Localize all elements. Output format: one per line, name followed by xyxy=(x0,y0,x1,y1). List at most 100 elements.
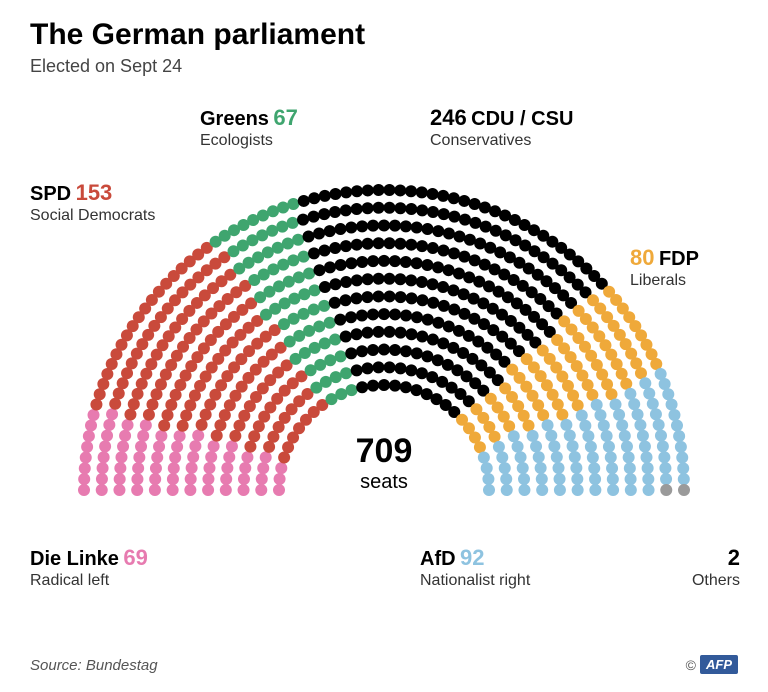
seat-dot-afd xyxy=(585,441,597,453)
seat-dot-afd xyxy=(551,451,563,463)
seat-dot-cdu xyxy=(350,292,362,304)
seat-dot-dielinke xyxy=(85,420,97,432)
seat-dot-dielinke xyxy=(80,452,92,464)
seat-dot-cdu xyxy=(437,244,449,256)
seat-dot-cdu xyxy=(384,361,396,373)
seat-dot-dielinke xyxy=(260,451,272,463)
seat-dot-dielinke xyxy=(187,451,199,463)
seat-dot-dielinke xyxy=(239,462,251,474)
seat-dot-afd xyxy=(496,451,508,463)
seat-dot-cdu xyxy=(405,239,417,251)
seat-dot-dielinke xyxy=(238,484,250,496)
seat-dot-dielinke xyxy=(273,484,285,496)
seat-dot-cdu xyxy=(395,291,407,303)
seat-dot-cdu xyxy=(383,273,395,285)
seat-dot-afd xyxy=(594,409,606,421)
seat-dot-afd xyxy=(582,430,594,442)
seat-dot-greens xyxy=(313,320,325,332)
seat-dot-spd xyxy=(90,399,102,411)
seat-dot-dielinke xyxy=(135,441,147,453)
seat-dot-greens xyxy=(340,367,352,379)
seat-dot-cdu xyxy=(389,255,401,267)
seat-dot-cdu xyxy=(437,190,449,202)
seat-dot-greens xyxy=(335,388,347,400)
seat-dot-greens xyxy=(303,268,315,280)
seat-dot-cdu xyxy=(389,220,401,232)
seat-dot-cdu xyxy=(318,208,330,220)
seat-dot-afd xyxy=(606,462,618,474)
seat-dot-afd xyxy=(637,430,649,442)
seat-dot-cdu xyxy=(345,347,357,359)
seat-dot-afd xyxy=(624,388,636,400)
seat-dot-afd xyxy=(500,473,512,485)
seat-dot-cdu xyxy=(334,314,346,326)
seat-dot-cdu xyxy=(458,251,470,263)
seat-dot-afd xyxy=(589,484,601,496)
seat-dot-dielinke xyxy=(119,430,131,442)
seat-dot-cdu xyxy=(411,257,423,269)
seat-dot-afd xyxy=(536,484,548,496)
seat-dot-afd xyxy=(598,419,610,431)
seat-dot-spd xyxy=(94,388,106,400)
seat-dot-dielinke xyxy=(151,451,163,463)
seat-dot-cdu xyxy=(356,256,368,268)
seat-dot-dielinke xyxy=(202,473,214,485)
seat-dot-cdu xyxy=(378,379,390,391)
seat-dot-cdu xyxy=(367,308,379,320)
seat-dot-greens xyxy=(324,317,336,329)
seat-dot-cdu xyxy=(367,255,379,267)
seat-dot-cdu xyxy=(432,261,444,273)
seat-dot-dielinke xyxy=(83,430,95,442)
seat-dot-dielinke xyxy=(184,484,196,496)
seat-dot-cdu xyxy=(432,317,444,329)
seat-dot-afd xyxy=(624,462,636,474)
seat-dot-greens xyxy=(282,238,294,250)
seat-dot-afd xyxy=(610,398,622,410)
seat-dot-afd xyxy=(542,419,554,431)
seat-dot-afd xyxy=(554,484,566,496)
seat-dot-cdu xyxy=(453,268,465,280)
seat-dot-dielinke xyxy=(169,451,181,463)
seat-dot-cdu xyxy=(416,204,428,216)
seat-dot-cdu xyxy=(411,347,423,359)
seat-dot-greens xyxy=(324,354,336,366)
seat-dot-afd xyxy=(660,473,672,485)
seat-dot-cdu xyxy=(427,334,439,346)
seat-dot-dielinke xyxy=(106,408,118,420)
seat-dot-cdu xyxy=(373,184,385,196)
seat-dot-dielinke xyxy=(81,441,93,453)
seat-dot-cdu xyxy=(384,326,396,338)
seat-dot-others xyxy=(660,484,672,496)
seat-dot-dielinke xyxy=(167,473,179,485)
seat-dot-afd xyxy=(643,387,655,399)
seat-dot-spd xyxy=(158,419,170,431)
seat-dot-cdu xyxy=(432,225,444,237)
seat-dot-cdu xyxy=(437,281,449,293)
seat-dot-cdu xyxy=(340,240,352,252)
seat-dot-cdu xyxy=(372,361,384,373)
seat-dot-afd xyxy=(668,409,680,421)
seat-dot-afd xyxy=(572,484,584,496)
seat-dot-dielinke xyxy=(274,473,286,485)
seat-dot-cdu xyxy=(308,192,320,204)
seat-dot-cdu xyxy=(459,214,471,226)
seat-dot-cdu xyxy=(367,380,379,392)
seat-dot-greens xyxy=(335,350,347,362)
seat-dot-greens xyxy=(276,221,288,233)
seat-dot-dielinke xyxy=(149,473,161,485)
seat-dot-dielinke xyxy=(115,451,127,463)
seat-dot-cdu xyxy=(378,219,390,231)
seat-dot-cdu xyxy=(340,331,352,343)
seat-dot-afd xyxy=(642,473,654,485)
seat-dot-cdu xyxy=(308,211,320,223)
seat-dot-cdu xyxy=(400,256,412,268)
seat-dot-dielinke xyxy=(99,440,111,452)
seat-dot-dielinke xyxy=(238,473,250,485)
seat-dot-cdu xyxy=(400,220,412,232)
seat-dot-dielinke xyxy=(131,473,143,485)
seat-dot-cdu xyxy=(438,208,450,220)
seat-dot-dielinke xyxy=(226,440,238,452)
seat-dot-spd xyxy=(128,398,140,410)
seat-dot-cdu xyxy=(378,344,390,356)
seat-dot-afd xyxy=(553,462,565,474)
